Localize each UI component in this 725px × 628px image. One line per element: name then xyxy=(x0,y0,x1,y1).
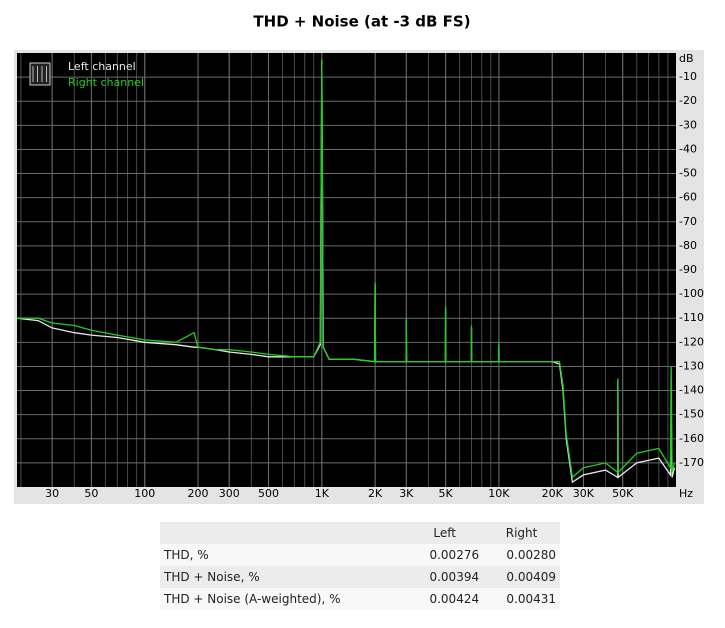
y-tick-label: -160 xyxy=(679,432,704,445)
y-tick-label: -20 xyxy=(679,94,697,107)
y-tick-label: -100 xyxy=(679,287,704,300)
column-header: Right xyxy=(505,526,538,540)
y-tick-label: -10 xyxy=(679,70,697,83)
table-cell: 0.00409 xyxy=(506,570,556,584)
chart-title: THD + Noise (at -3 dB FS) xyxy=(253,13,470,31)
y-tick-label: -60 xyxy=(679,191,697,204)
table-cell: THD, % xyxy=(164,548,209,562)
table-cell: 0.00276 xyxy=(429,548,480,562)
table-header: Left Right xyxy=(160,522,560,544)
y-tick-label: -140 xyxy=(679,384,704,397)
results-table: Left Right THD, % 0.00276 0.00280 THD + Nois… xyxy=(160,522,560,610)
x-tick-label: 20K xyxy=(542,487,564,500)
y-tick-label: -150 xyxy=(679,408,704,421)
x-tick-label: 500 xyxy=(258,487,279,500)
legend-label: Left channel xyxy=(68,60,136,73)
table-cell: 0.00280 xyxy=(506,548,556,562)
x-tick-label: 30 xyxy=(45,487,59,500)
x-tick-label: 30K xyxy=(573,487,595,500)
table-row: THD + Noise (A-weighted), % 0.00424 0.0043… xyxy=(160,588,560,610)
legend-icon xyxy=(29,62,51,86)
y-tick-label: -110 xyxy=(679,311,704,324)
y-tick-label: -30 xyxy=(679,118,697,131)
x-tick-label: 50 xyxy=(84,487,98,500)
chart: THD + Noise (at -3 dB FS) 30 50 100 200 300 5… xyxy=(14,13,704,504)
y-tick-label: -90 xyxy=(679,263,697,276)
x-unit: Hz xyxy=(679,487,693,500)
table-cell: THD + Noise (A-weighted), % xyxy=(164,592,341,606)
x-tick-label: 1K xyxy=(315,487,330,500)
x-tick-label: 3K xyxy=(399,487,414,500)
y-tick-label: -40 xyxy=(679,142,697,155)
y-tick-label: -170 xyxy=(679,456,704,469)
x-tick-label: 5K xyxy=(438,487,453,500)
x-tick-label: 2K xyxy=(368,487,383,500)
y-tick-label: -120 xyxy=(679,335,704,348)
x-tick-label: 100 xyxy=(134,487,155,500)
x-tick-label: 50K xyxy=(612,487,634,500)
y-tick-label: -130 xyxy=(679,359,704,372)
series-line xyxy=(17,60,676,479)
table-row: THD, % 0.00276 0.00280 xyxy=(160,544,560,566)
x-tick-label: 200 xyxy=(188,487,209,500)
x-tick-label: 300 xyxy=(219,487,240,500)
column-header: Left xyxy=(433,526,456,540)
table-cell: 0.00424 xyxy=(429,592,480,606)
y-tick-label: -50 xyxy=(679,167,697,180)
table-cell: 0.00394 xyxy=(429,570,480,584)
legend-label: Right channel xyxy=(68,76,144,89)
table-cell: 0.00431 xyxy=(506,592,556,606)
x-tick-label: 10K xyxy=(488,487,510,500)
table-row: THD + Noise, % 0.00394 0.00409 xyxy=(160,566,560,588)
y-tick-label: -70 xyxy=(679,215,697,228)
table-cell: THD + Noise, % xyxy=(164,570,260,584)
y-tick-label: -80 xyxy=(679,239,697,252)
y-unit: dB xyxy=(679,52,694,65)
